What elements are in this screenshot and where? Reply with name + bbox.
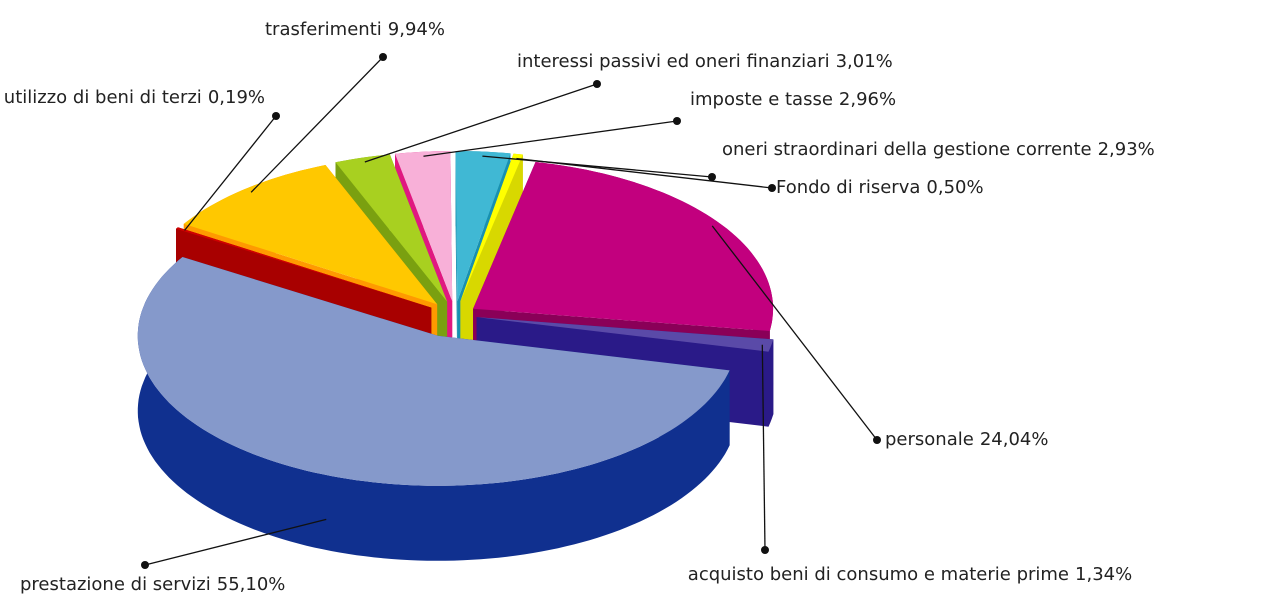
category-name: Fondo di riserva — [776, 177, 920, 198]
value-label: 24,04% — [980, 429, 1049, 450]
slice-label: Fondo di riserva 0,50% — [776, 177, 984, 198]
leader-dot — [768, 184, 776, 192]
leader-line — [516, 157, 773, 189]
leader-line — [364, 83, 598, 163]
slice-label: interessi passivi ed oneri finanziari 3,0… — [517, 51, 893, 72]
category-name: acquisto beni di consumo e materie prime — [688, 564, 1069, 585]
slice — [183, 165, 438, 305]
category-name: prestazione di servizi — [20, 574, 211, 595]
value-label: 0,50% — [926, 177, 983, 198]
leader-dot — [379, 53, 387, 61]
value-label: 2,96% — [839, 89, 896, 110]
leader-dot — [761, 546, 769, 554]
slice — [473, 162, 774, 331]
slice-label: trasferimenti 9,94% — [265, 19, 445, 40]
value-label: 0,19% — [208, 87, 265, 108]
leader-dot — [873, 436, 881, 444]
slice — [455, 151, 511, 302]
value-label: 9,94% — [388, 19, 445, 40]
value-label: 3,01% — [836, 51, 893, 72]
leader-dot — [141, 561, 149, 569]
leader-dot — [593, 80, 601, 88]
slice — [460, 153, 523, 302]
slice-side — [137, 257, 730, 561]
leader-dot — [272, 112, 280, 120]
leader-line — [250, 56, 384, 193]
slice — [395, 151, 453, 302]
slice-label: acquisto beni di consumo e materie prime… — [688, 564, 1132, 585]
slice — [476, 317, 774, 352]
category-name: interessi passivi ed oneri finanziari — [517, 51, 830, 72]
slice-side — [768, 339, 774, 427]
value-label: 1,34% — [1075, 564, 1132, 585]
slice-label: imposte e tasse 2,96% — [690, 89, 896, 110]
leader-line — [423, 120, 678, 157]
category-name: oneri straordinari della gestione corren… — [722, 139, 1092, 160]
category-name: utilizzo di beni di terzi — [4, 87, 202, 108]
leader-line — [144, 518, 327, 566]
value-label: 2,93% — [1098, 139, 1155, 160]
slice-label: personale 24,04% — [885, 429, 1048, 450]
leader-dot — [673, 117, 681, 125]
slice-label: utilizzo di beni di terzi 0,19% — [4, 87, 265, 108]
leader-line — [711, 225, 878, 441]
slice-label: prestazione di servizi 55,10% — [20, 574, 285, 595]
slice — [335, 154, 448, 302]
slice — [176, 227, 432, 308]
value-label: 55,10% — [217, 574, 286, 595]
category-name: trasferimenti — [265, 19, 382, 40]
slice — [137, 257, 730, 486]
leader-line — [184, 115, 277, 231]
slice-label: oneri straordinari della gestione corren… — [722, 139, 1155, 160]
leader-line — [761, 344, 766, 551]
category-name: personale — [885, 429, 974, 450]
leader-dot — [708, 173, 716, 181]
category-name: imposte e tasse — [690, 89, 833, 110]
